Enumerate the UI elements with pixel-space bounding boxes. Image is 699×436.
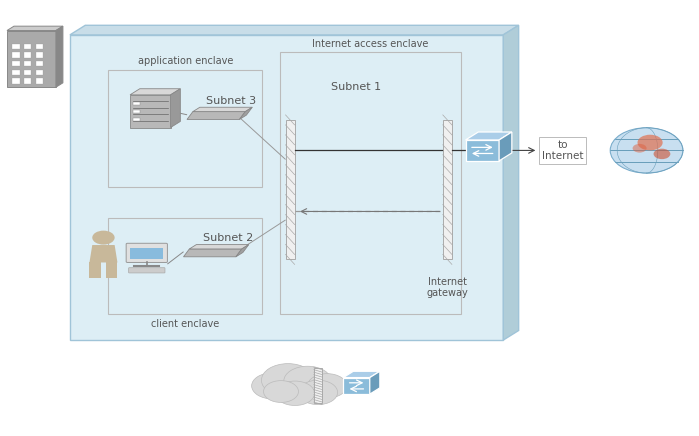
FancyBboxPatch shape (24, 70, 31, 75)
FancyBboxPatch shape (133, 118, 140, 121)
Polygon shape (466, 140, 499, 161)
Circle shape (92, 231, 115, 245)
FancyBboxPatch shape (130, 248, 163, 259)
FancyBboxPatch shape (36, 44, 43, 49)
Circle shape (298, 380, 338, 405)
FancyBboxPatch shape (24, 44, 31, 49)
Circle shape (654, 149, 670, 159)
Polygon shape (7, 31, 56, 87)
FancyBboxPatch shape (36, 52, 43, 58)
FancyBboxPatch shape (36, 78, 43, 84)
FancyBboxPatch shape (36, 70, 43, 75)
Polygon shape (130, 89, 180, 95)
Polygon shape (7, 26, 63, 31)
Polygon shape (239, 107, 252, 119)
FancyBboxPatch shape (24, 78, 31, 84)
FancyBboxPatch shape (24, 61, 31, 66)
Circle shape (284, 366, 331, 396)
Polygon shape (106, 262, 117, 278)
Polygon shape (236, 245, 249, 257)
Polygon shape (193, 107, 252, 112)
Polygon shape (187, 112, 245, 119)
Text: to
Internet: to Internet (542, 140, 584, 161)
Text: Internet access enclave: Internet access enclave (312, 39, 428, 49)
Polygon shape (183, 249, 242, 257)
FancyBboxPatch shape (126, 243, 168, 262)
FancyBboxPatch shape (12, 70, 20, 75)
FancyBboxPatch shape (133, 110, 140, 113)
Polygon shape (56, 26, 63, 87)
FancyBboxPatch shape (12, 78, 20, 84)
Circle shape (261, 364, 315, 397)
FancyBboxPatch shape (12, 52, 20, 58)
Polygon shape (370, 371, 380, 394)
Text: Subnet 1: Subnet 1 (331, 82, 382, 92)
Polygon shape (343, 378, 370, 394)
Circle shape (275, 381, 315, 405)
Polygon shape (171, 89, 180, 127)
Circle shape (308, 374, 347, 398)
Polygon shape (70, 35, 503, 340)
Polygon shape (70, 25, 519, 35)
FancyBboxPatch shape (285, 120, 295, 259)
Polygon shape (130, 95, 171, 127)
Polygon shape (89, 245, 117, 262)
FancyBboxPatch shape (314, 368, 322, 403)
FancyBboxPatch shape (24, 52, 31, 58)
Polygon shape (89, 262, 101, 278)
Text: client enclave: client enclave (151, 319, 219, 329)
Polygon shape (499, 132, 512, 161)
FancyBboxPatch shape (12, 61, 20, 66)
Text: application enclave: application enclave (138, 56, 233, 66)
FancyBboxPatch shape (129, 268, 165, 273)
Circle shape (637, 135, 663, 150)
Polygon shape (466, 132, 512, 140)
Text: Subnet 3: Subnet 3 (206, 96, 257, 106)
Polygon shape (189, 245, 249, 249)
Text: Subnet 2: Subnet 2 (203, 233, 253, 243)
Circle shape (610, 128, 683, 173)
Circle shape (633, 144, 647, 153)
FancyBboxPatch shape (443, 120, 452, 259)
Circle shape (264, 381, 298, 402)
Text: Internet
gateway: Internet gateway (426, 277, 468, 299)
Polygon shape (503, 25, 519, 340)
FancyBboxPatch shape (12, 44, 20, 49)
FancyBboxPatch shape (36, 61, 43, 66)
Circle shape (252, 373, 294, 399)
FancyBboxPatch shape (133, 102, 140, 105)
Polygon shape (343, 371, 380, 378)
